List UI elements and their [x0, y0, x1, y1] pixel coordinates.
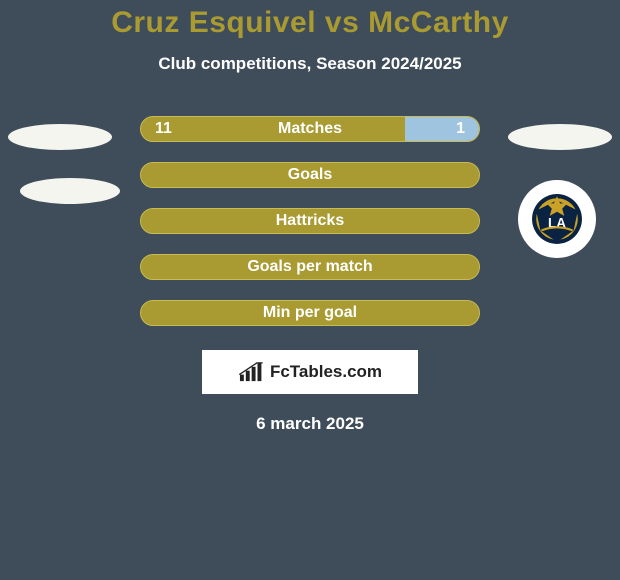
stat-bar-right: [405, 117, 479, 141]
stat-bar-left: [141, 209, 479, 233]
stat-row: Min per goal: [0, 290, 620, 336]
subtitle: Club competitions, Season 2024/2025: [0, 54, 620, 74]
stat-bar-left: [141, 301, 479, 325]
stat-bar-left: [141, 163, 479, 187]
stat-row: Goals: [0, 152, 620, 198]
stat-rows: Matches111GoalsHattricksGoals per matchM…: [0, 106, 620, 336]
brand-badge: FcTables.com: [202, 350, 418, 394]
stat-row: Matches111: [0, 106, 620, 152]
stat-bar-track: Goals per match: [140, 254, 480, 280]
stat-bar-left: [141, 255, 479, 279]
bar-chart-icon: [238, 361, 264, 383]
comparison-infographic: Cruz Esquivel vs McCarthy Club competiti…: [0, 0, 620, 580]
stat-bar-left: [141, 117, 405, 141]
stat-bar-track: Goals: [140, 162, 480, 188]
stat-value-right: 1: [456, 120, 465, 138]
stat-value-left: 11: [155, 120, 172, 138]
page-title: Cruz Esquivel vs McCarthy: [0, 0, 620, 40]
brand-text: FcTables.com: [270, 362, 382, 382]
stat-bar-track: Matches111: [140, 116, 480, 142]
stat-bar-track: Min per goal: [140, 300, 480, 326]
date-text: 6 march 2025: [0, 414, 620, 434]
stat-row: Hattricks: [0, 198, 620, 244]
stat-row: Goals per match: [0, 244, 620, 290]
stat-bar-track: Hattricks: [140, 208, 480, 234]
